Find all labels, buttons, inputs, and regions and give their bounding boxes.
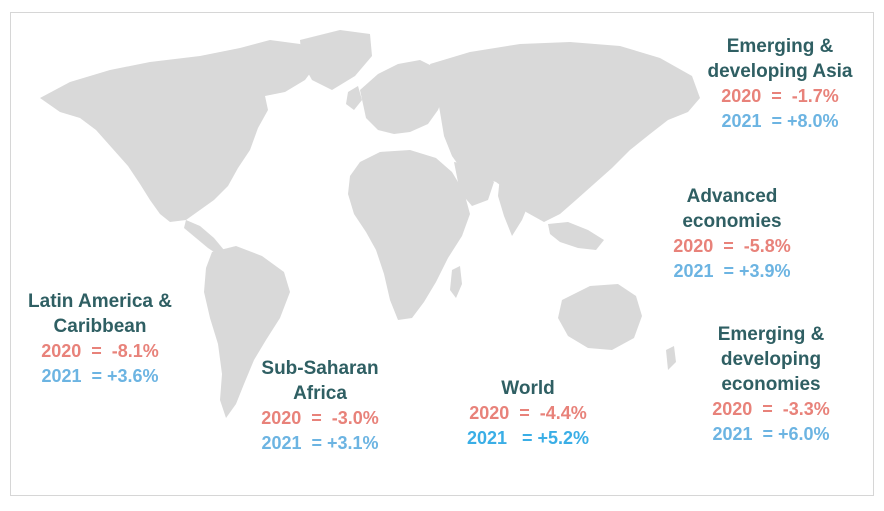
region-sub-saharan-africa: Sub-Saharan Africa 2020 = -3.0% 2021 = +…	[240, 356, 400, 456]
region-name: World	[501, 378, 555, 399]
value-2020: 2020 = -3.3%	[712, 399, 830, 419]
region-emerging-developing-economies: Emerging & developing economies 2020 = -…	[676, 322, 866, 447]
value-2021: 2021 = +3.9%	[673, 261, 791, 281]
value-2020: 2020 = -8.1%	[41, 341, 159, 361]
value-2020: 2020 = -1.7%	[721, 86, 839, 106]
india-landmass	[498, 176, 532, 236]
southeast-asia-landmass	[548, 222, 604, 250]
region-name: Sub-Saharan Africa	[261, 358, 379, 404]
value-2020: 2020 = -5.8%	[673, 236, 791, 256]
region-name: Emerging & developing economies	[717, 324, 825, 395]
arabia-landmass	[454, 162, 494, 206]
south-america-landmass	[204, 246, 290, 418]
region-name: Advanced economies	[682, 186, 782, 232]
value-2021: 2021 = +3.1%	[261, 433, 379, 453]
north-america-landmass	[40, 40, 320, 222]
australia-landmass	[558, 284, 642, 350]
region-name: Emerging & developing Asia	[707, 36, 853, 82]
central-america-landmass	[184, 220, 224, 256]
new-zealand-landmass	[666, 346, 676, 370]
region-advanced-economies: Advanced economies 2020 = -5.8% 2021 = +…	[642, 184, 822, 284]
value-2021: 2021 = +6.0%	[712, 424, 830, 444]
value-2021: 2021 = +8.0%	[721, 111, 839, 131]
africa-landmass	[348, 150, 470, 320]
value-2020: 2020 = -4.4%	[469, 403, 587, 423]
value-2020: 2020 = -3.0%	[261, 408, 379, 428]
greenland-landmass	[300, 30, 372, 90]
value-2021: 2021 = +3.6%	[41, 366, 159, 386]
region-emerging-developing-asia: Emerging & developing Asia 2020 = -1.7% …	[690, 34, 870, 134]
asia-landmass	[430, 42, 700, 222]
japan-landmass	[606, 120, 628, 156]
madagascar-landmass	[450, 266, 462, 298]
region-name: Latin America & Caribbean	[28, 291, 172, 337]
region-latin-america-caribbean: Latin America & Caribbean 2020 = -8.1% 2…	[20, 289, 180, 389]
value-2021: 2021 = +5.2%	[466, 428, 590, 448]
europe-landmass	[360, 60, 446, 134]
region-world: World 2020 = -4.4% 2021 = +5.2%	[448, 376, 608, 451]
uk-landmass	[346, 86, 362, 110]
